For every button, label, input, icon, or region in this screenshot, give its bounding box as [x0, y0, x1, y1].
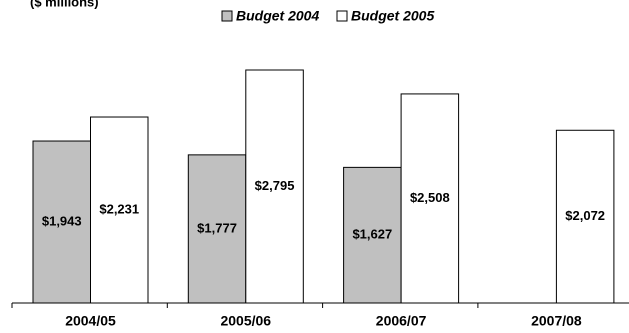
legend-label: Budget 2005 — [351, 8, 434, 24]
bar — [32, 140, 91, 304]
value-label: $2,795 — [255, 178, 295, 193]
x-tick-label: 2004/05 — [65, 313, 116, 329]
bar — [187, 154, 247, 304]
legend-swatch — [221, 10, 233, 22]
bar — [343, 166, 402, 304]
bar — [90, 116, 149, 304]
value-label: $2,072 — [565, 208, 605, 223]
value-label: $1,777 — [197, 220, 237, 235]
value-label: $1,943 — [42, 213, 82, 228]
x-tick-label: 2006/07 — [376, 313, 427, 329]
legend-swatch — [336, 10, 348, 22]
value-label: $1,627 — [352, 227, 392, 242]
value-label: $2,231 — [99, 201, 139, 216]
x-tick-label: 2005/06 — [220, 313, 271, 329]
bar — [400, 93, 460, 304]
x-tick-label: 2007/08 — [531, 313, 582, 329]
legend-label: Budget 2004 — [236, 8, 319, 24]
value-label: $2,508 — [410, 190, 450, 205]
bar — [245, 69, 304, 304]
chart-subtitle: ($ millions) — [30, 0, 99, 9]
